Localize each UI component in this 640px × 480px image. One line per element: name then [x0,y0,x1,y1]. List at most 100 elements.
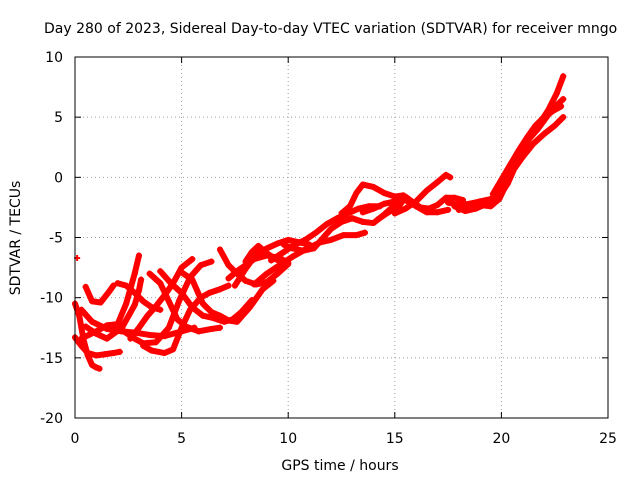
data-point-marker [225,317,232,324]
y-tick-label: -5 [49,231,63,247]
data-point-marker [506,162,513,169]
data-point-marker [78,306,85,313]
data-point-marker [370,220,377,227]
data-point-marker [157,280,164,287]
data-point-marker [146,270,153,277]
data-point-marker [78,342,85,349]
data-point-marker [165,298,172,305]
series-arc-23 [374,193,467,223]
data-point-marker [255,242,262,249]
data-point-marker [216,324,223,331]
series-trace [178,269,277,325]
data-point-marker [361,229,368,236]
data-point-marker [216,286,223,293]
data-point-marker [425,205,432,212]
data-point-marker [487,203,494,210]
data-point-marker [445,199,452,206]
data-point-marker [385,209,392,216]
data-point-marker [89,362,96,369]
data-point-marker [189,256,196,263]
data-point-marker [110,282,117,289]
data-point-marker [338,210,345,217]
x-tick-label: 0 [71,431,80,447]
data-point-marker [370,183,377,190]
x-axis-label: GPS time / hours [281,458,398,474]
data-point-marker [413,198,420,205]
data-point-marker [165,324,172,331]
data-point-marker [123,300,130,307]
data-point-marker [466,204,473,211]
data-point-marker [225,262,232,269]
data-point-marker [208,258,215,265]
data-point-marker [442,194,449,201]
data-point-marker [370,205,377,212]
data-point-marker [225,282,232,289]
data-point-marker [174,316,181,323]
data-point-marker [381,200,388,207]
data-point-marker [161,350,168,357]
data-point-marker [511,164,518,171]
data-point-marker [248,248,255,255]
data-point-marker [182,323,189,330]
series-trace [157,268,255,325]
data-point-marker [118,327,125,334]
data-point-marker [146,331,153,338]
data-point-marker [451,194,458,201]
data-point-marker [359,218,366,225]
data-point-marker [319,235,326,242]
data-point-marker [246,304,253,311]
data-point-marker [541,131,548,138]
data-point-marker [103,335,110,342]
data-point-marker [560,96,567,103]
data-point-marker [551,122,558,129]
data-point-marker [76,312,83,319]
data-point-marker [127,335,134,342]
data-point-marker [300,247,307,254]
data-point-marker [234,268,241,275]
data-point-marker [82,323,89,330]
data-point-marker [355,205,362,212]
data-point-marker [263,279,270,286]
data-point-marker [451,203,458,210]
y-tick-label: 5 [54,110,63,126]
series-trace [106,258,215,347]
y-tick-label: 0 [54,170,63,186]
data-point-marker [106,322,113,329]
x-tick-label: 10 [279,431,297,447]
data-point-marker [423,187,430,194]
data-point-marker [199,312,206,319]
data-point-marker [530,140,537,147]
series-arc-28 [489,103,565,198]
data-point-marker [340,232,347,239]
data-point-marker [140,342,147,349]
data-point-marker [417,204,424,211]
data-point-marker [189,304,196,311]
data-point-marker [391,198,398,205]
data-point-marker [206,289,213,296]
data-point-marker [445,206,452,213]
data-point-marker [199,300,206,307]
data-point-marker [349,215,356,222]
data-point-marker [280,248,287,255]
data-point-marker [157,306,164,313]
data-point-marker [167,280,174,287]
data-point-marker [447,174,454,181]
data-point-marker [276,262,283,269]
data-point-marker [93,328,100,335]
data-point-marker [289,245,296,252]
data-point-marker [242,265,249,272]
data-point-marker [251,281,258,288]
data-point-marker [225,275,232,282]
data-point-marker [381,189,388,196]
data-point-marker [234,318,241,325]
series-arc-24 [391,171,454,217]
data-point-marker [140,298,147,305]
data-point-marker [157,268,164,275]
data-point-marker [123,282,130,289]
data-point-marker [359,209,366,216]
axis-ticks: 0 5 10 15 20 25 -20 -15 -10 -5 0 5 10 [40,50,617,447]
data-point-marker [242,258,249,265]
data-point-marker [78,335,85,342]
data-point-marker [274,240,281,247]
y-tick-label: -15 [40,351,63,367]
